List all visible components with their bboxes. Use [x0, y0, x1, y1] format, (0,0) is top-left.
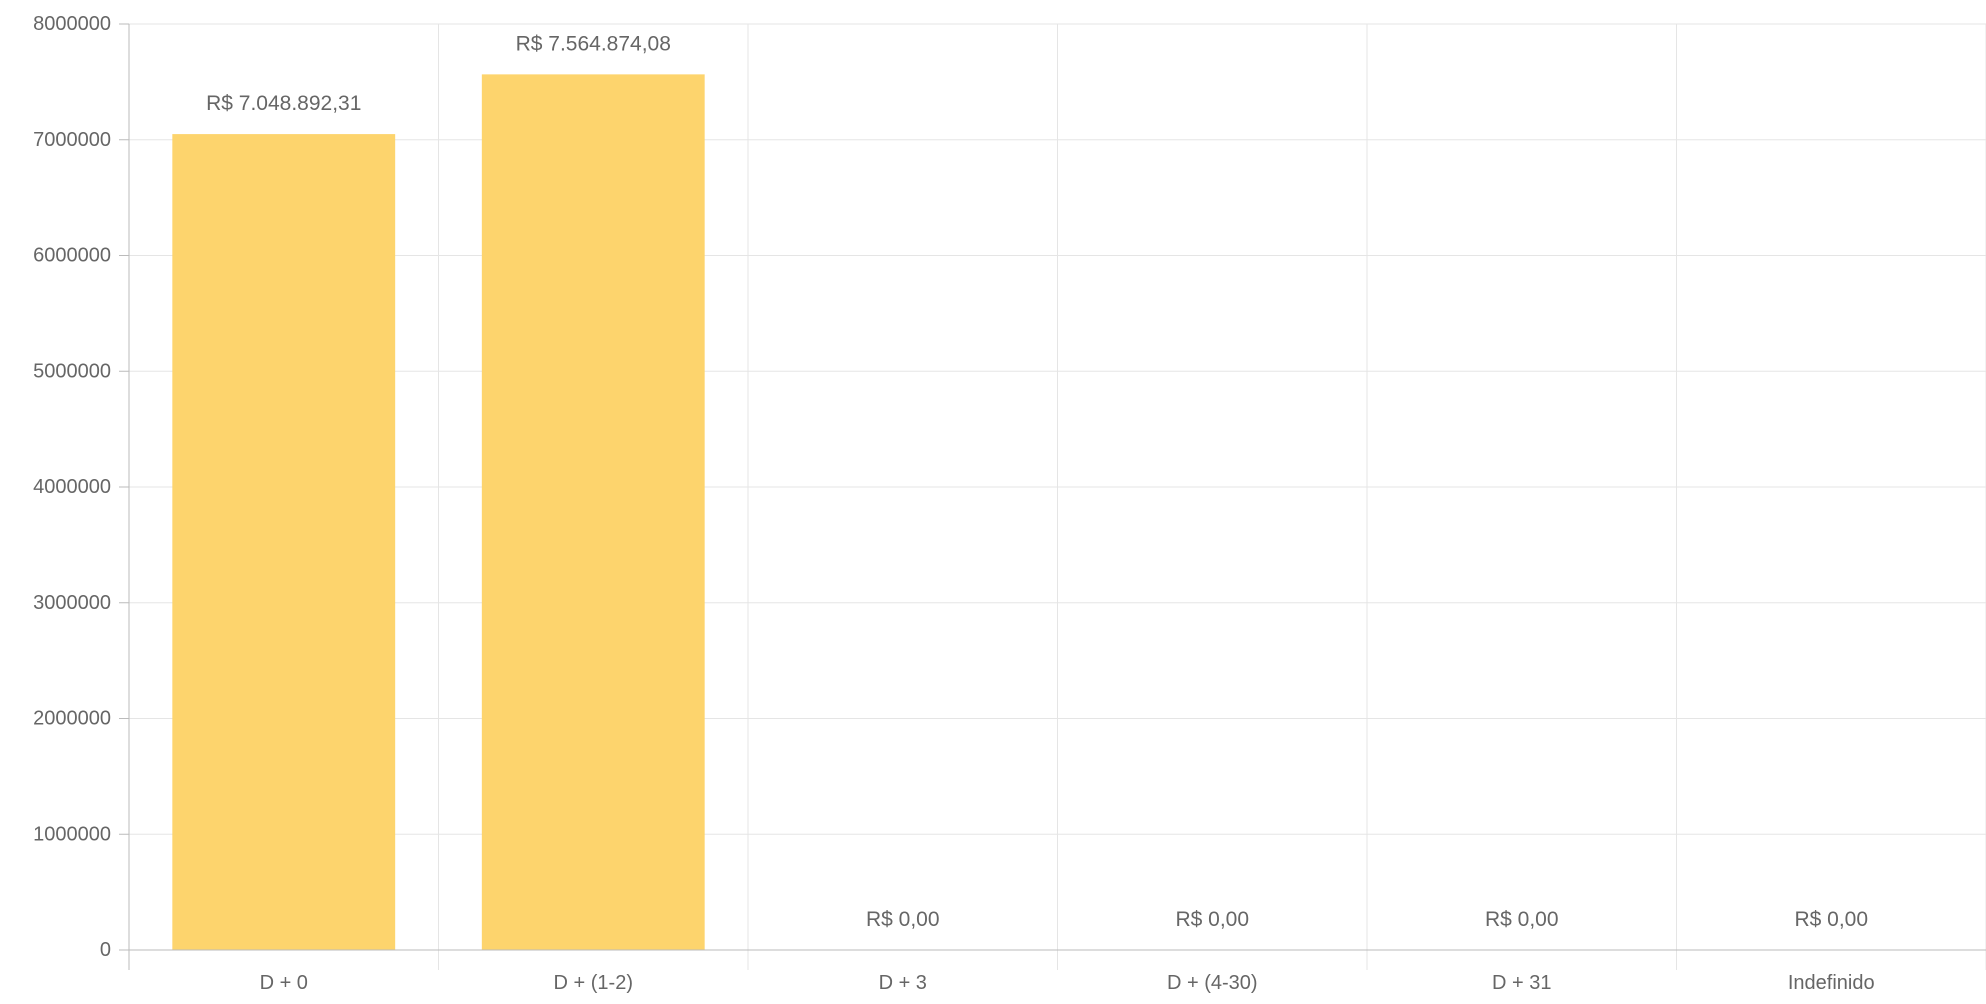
grid-layer — [128, 23, 1986, 970]
label-layer: 0 1000000 2000000 3000000 4000000 5000000 6000… — [33, 13, 1875, 994]
y-tick-label: 0 — [100, 939, 111, 961]
data-label: R$ 7.048.892,31 — [206, 92, 361, 115]
data-label: R$ 0,00 — [866, 908, 940, 931]
bar-layer — [172, 74, 705, 951]
y-tick-label: 8000000 — [33, 13, 111, 35]
data-label: R$ 0,00 — [1175, 908, 1249, 931]
y-tick-label: 3000000 — [33, 592, 111, 614]
x-tick-label: D + 3 — [879, 972, 927, 994]
data-label: R$ 0,00 — [1794, 908, 1868, 931]
x-tick-label: D + (4-30) — [1167, 972, 1258, 994]
axis-layer — [119, 23, 1986, 970]
y-tick-label: 1000000 — [33, 823, 111, 845]
y-tick-label: 6000000 — [33, 245, 111, 267]
bar — [481, 74, 705, 950]
bar — [172, 134, 396, 951]
y-tick-label: 5000000 — [33, 360, 111, 382]
x-tick-label: D + 31 — [1492, 972, 1551, 994]
y-tick-label: 2000000 — [33, 708, 111, 730]
x-tick-label: Indefinido — [1788, 972, 1875, 994]
x-tick-label: D + 0 — [260, 972, 308, 994]
x-tick-label: D + (1-2) — [554, 972, 633, 994]
y-tick-label: 7000000 — [33, 129, 111, 151]
y-tick-label: 4000000 — [33, 476, 111, 498]
data-label: R$ 0,00 — [1485, 908, 1559, 931]
data-label: R$ 7.564.874,08 — [516, 32, 671, 55]
